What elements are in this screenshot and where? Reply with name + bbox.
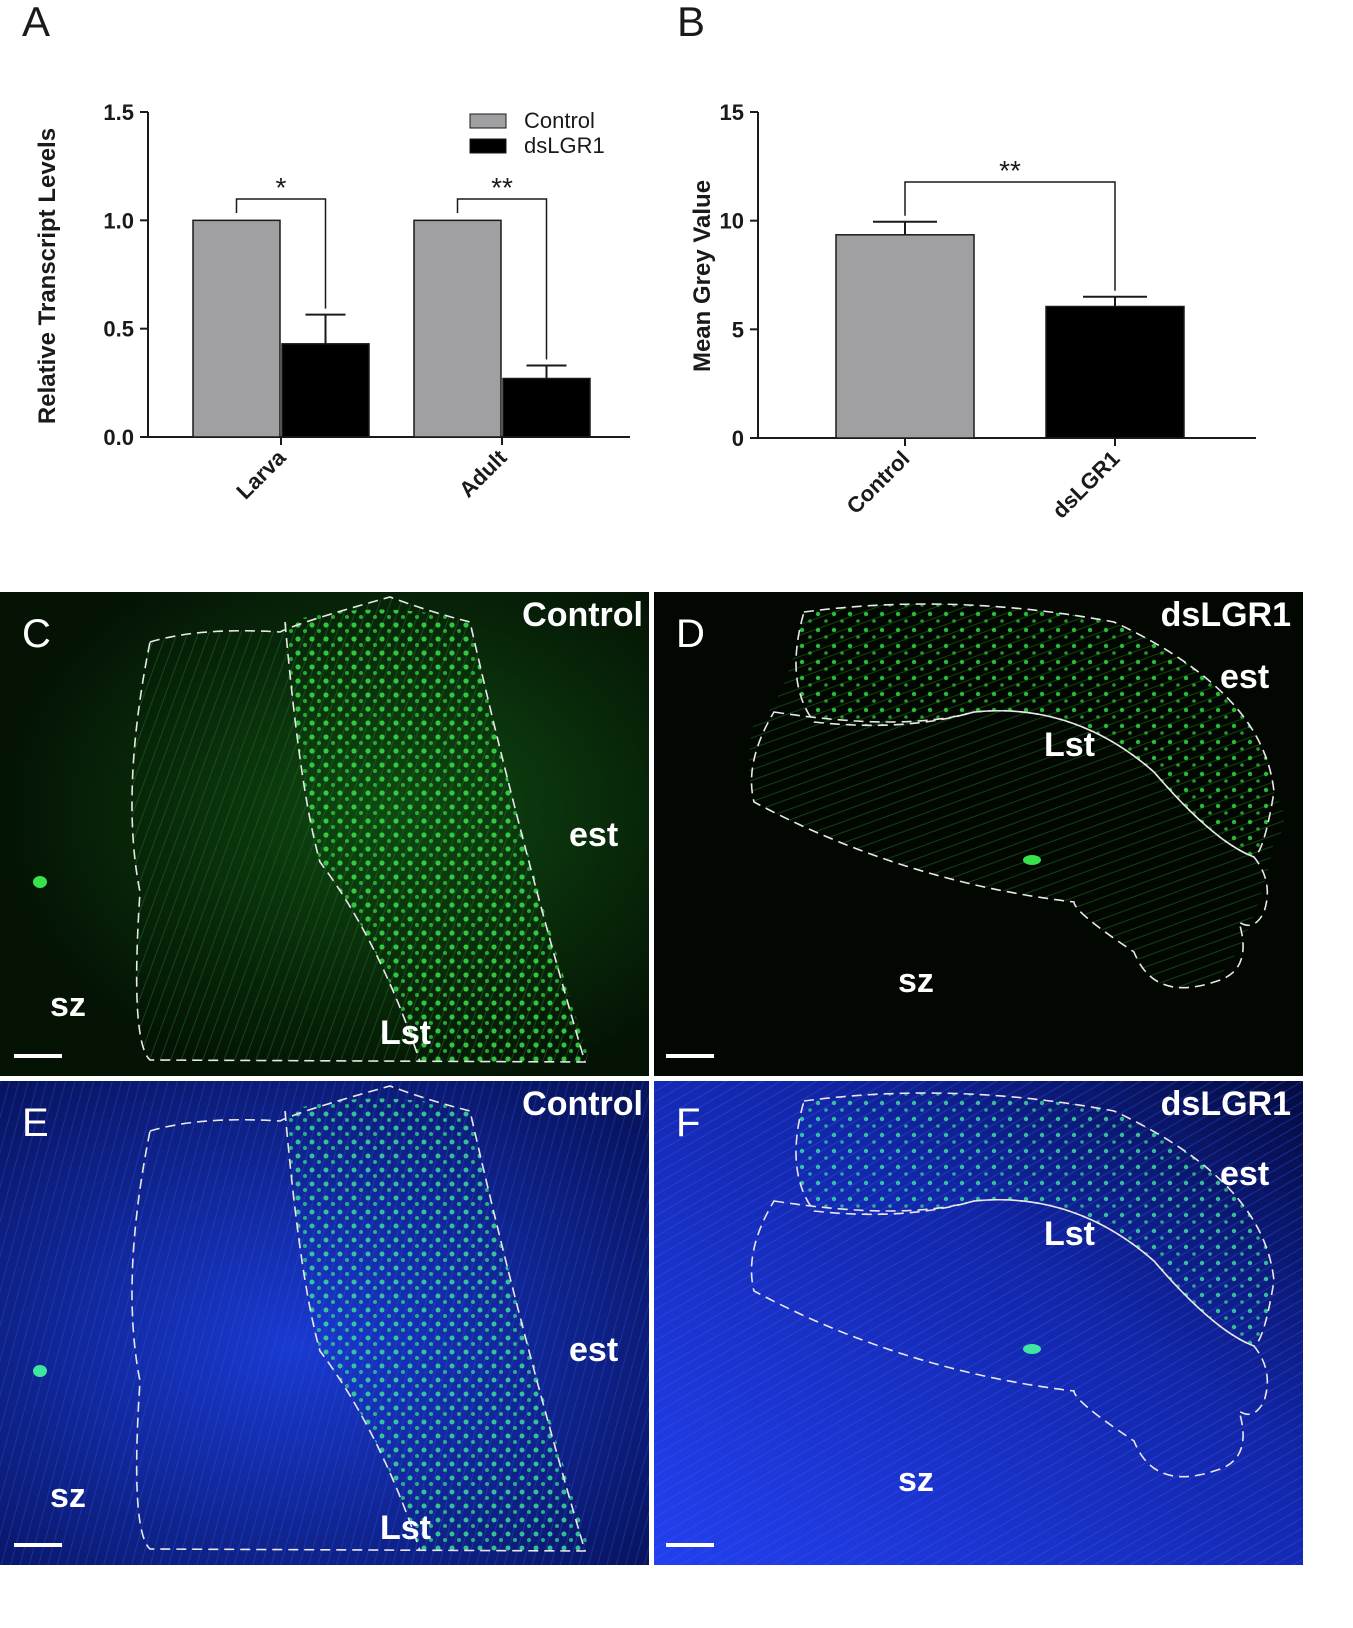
micrograph-e-est: est (569, 1331, 619, 1369)
micrograph-d-image (749, 603, 1284, 989)
chart-a-ytick-label: 1.5 (103, 100, 134, 125)
micrograph-e-sz: sz (50, 1477, 86, 1515)
micrograph-d-est: est (1220, 658, 1270, 696)
chart-b-bar-control (835, 234, 975, 439)
micrograph-e: E Control est Lst sz (0, 1081, 649, 1565)
panel-letter-b: B (677, 0, 706, 45)
chart-a-legend-label: dsLGR1 (524, 133, 605, 158)
chart-a-bar-dslgr1-adult (502, 377, 591, 438)
micrograph-d-letter: D (676, 612, 705, 656)
micrograph-e-lst: Lst (380, 1509, 431, 1547)
chart-b-bar-dslgr1 (1045, 305, 1185, 439)
chart-b-significance-bracket (904, 181, 1116, 291)
micrograph-c-sz: sz (50, 986, 86, 1024)
micrograph-f: F dsLGR1 est Lst sz (654, 1081, 1303, 1565)
chart-a-xtick-label: Larva (231, 444, 291, 504)
micrograph-d-lst: Lst (1044, 726, 1095, 764)
chart-a-significance-bracket (235, 198, 327, 309)
chart-b-ytick-label: 15 (720, 100, 744, 125)
chart-a-ytick-label: 0.5 (103, 317, 134, 342)
chart-b-xtick-label: dsLGR1 (1047, 446, 1124, 523)
chart-b-ylabel: Mean Grey Value (689, 180, 716, 372)
micrograph-c-letter: C (22, 612, 51, 656)
micrograph-d-scalebar (666, 1054, 714, 1058)
micrograph-e-condition: Control (522, 1085, 643, 1123)
chart-a-bar-control-adult (413, 219, 502, 438)
panel-letter-a: A (22, 0, 51, 45)
micrograph-e-scalebar (14, 1543, 62, 1547)
chart-a-ytick-label: 0.0 (103, 425, 134, 450)
micrograph-f-lst: Lst (1044, 1215, 1095, 1253)
micrograph-e-letter: E (22, 1101, 49, 1145)
chart-a: Relative Transcript Levels 0.0 0.5 1.0 1.5 L… (34, 100, 630, 504)
chart-b-significance-label: ** (999, 155, 1021, 186)
micrograph-f-letter: F (676, 1101, 701, 1145)
micrograph-f-est: est (1220, 1155, 1270, 1193)
chart-a-legend-swatch (469, 113, 507, 129)
micrograph-f-image (654, 1081, 1303, 1565)
micrograph-d-condition: dsLGR1 (1160, 596, 1291, 634)
chart-a-ylabel: Relative Transcript Levels (34, 128, 61, 424)
chart-a-xtick-label: Adult (454, 444, 512, 502)
chart-a-legend-label: Control (524, 108, 595, 133)
chart-a-significance-label: * (276, 172, 287, 203)
micrograph-f-sz: sz (898, 1461, 934, 1499)
micrograph-d-sz: sz (898, 962, 934, 1000)
micrograph-f-condition: dsLGR1 (1160, 1085, 1291, 1123)
micrograph-c-est: est (569, 816, 619, 854)
micrograph-d: D dsLGR1 est Lst sz (654, 592, 1303, 1076)
chart-a-legend-swatch (469, 138, 507, 154)
chart-a-bar-control-larva (192, 219, 281, 438)
chart-b: Mean Grey Value 0 5 10 15 Control dsLGR1 ** (689, 100, 1256, 523)
micrograph-c-image (0, 592, 649, 1076)
micrograph-f-scalebar (666, 1543, 714, 1547)
chart-a-significance-label: ** (491, 172, 513, 203)
micrograph-e-image (0, 1081, 649, 1565)
chart-b-ytick-label: 0 (732, 426, 744, 451)
micrograph-c-lst: Lst (380, 1014, 431, 1052)
chart-b-xtick-label: Control (842, 446, 915, 519)
micrograph-c-scalebar (14, 1054, 62, 1058)
micrograph-c: C Control est Lst sz (0, 592, 649, 1076)
chart-a-bar-dslgr1-larva (281, 343, 370, 438)
chart-a-ytick-label: 1.0 (103, 208, 134, 233)
micrograph-c-condition: Control (522, 596, 643, 634)
chart-a-significance-bracket (456, 198, 548, 360)
chart-b-ytick-label: 5 (732, 317, 744, 342)
chart-b-ytick-label: 10 (720, 209, 744, 234)
